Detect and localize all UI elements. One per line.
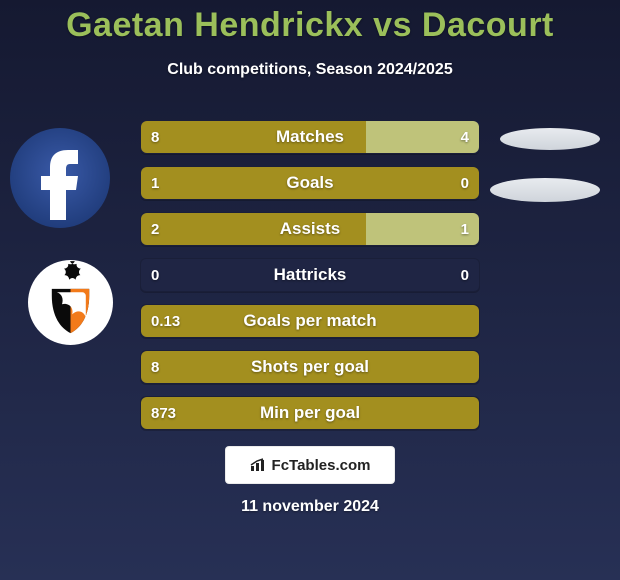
brand-text: FcTables.com bbox=[272, 457, 371, 474]
facebook-icon bbox=[10, 128, 110, 228]
date-label: 11 november 2024 bbox=[0, 498, 620, 516]
club-crest-icon bbox=[28, 260, 113, 345]
stat-label: Goals bbox=[141, 167, 479, 199]
stat-row: 84Matches bbox=[140, 120, 480, 154]
stat-row: 10Goals bbox=[140, 166, 480, 200]
stats-table: 84Matches 10Goals 21Assists 00Hattricks 0.13… bbox=[140, 120, 480, 442]
stat-row: 00Hattricks bbox=[140, 258, 480, 292]
comparison-infographic: Gaetan Hendrickx vs Dacourt Club competi… bbox=[0, 0, 620, 580]
stat-label: Goals per match bbox=[141, 305, 479, 337]
stat-row: 873Min per goal bbox=[140, 396, 480, 430]
stat-label: Shots per goal bbox=[141, 351, 479, 383]
club-crest bbox=[28, 260, 113, 345]
player-left-avatar bbox=[10, 128, 110, 228]
brand-badge[interactable]: FcTables.com bbox=[225, 446, 395, 484]
stat-row: 8Shots per goal bbox=[140, 350, 480, 384]
stat-label: Hattricks bbox=[141, 259, 479, 291]
stat-row: 0.13Goals per match bbox=[140, 304, 480, 338]
chart-icon bbox=[250, 458, 268, 472]
player-right-placeholder bbox=[500, 128, 600, 150]
stat-label: Assists bbox=[141, 213, 479, 245]
stat-label: Matches bbox=[141, 121, 479, 153]
page-title: Gaetan Hendrickx vs Dacourt bbox=[0, 0, 620, 45]
stat-label: Min per goal bbox=[141, 397, 479, 429]
stat-row: 21Assists bbox=[140, 212, 480, 246]
brand-label: FcTables.com bbox=[250, 457, 371, 474]
subtitle: Club competitions, Season 2024/2025 bbox=[0, 61, 620, 79]
player-right-placeholder bbox=[490, 178, 600, 202]
